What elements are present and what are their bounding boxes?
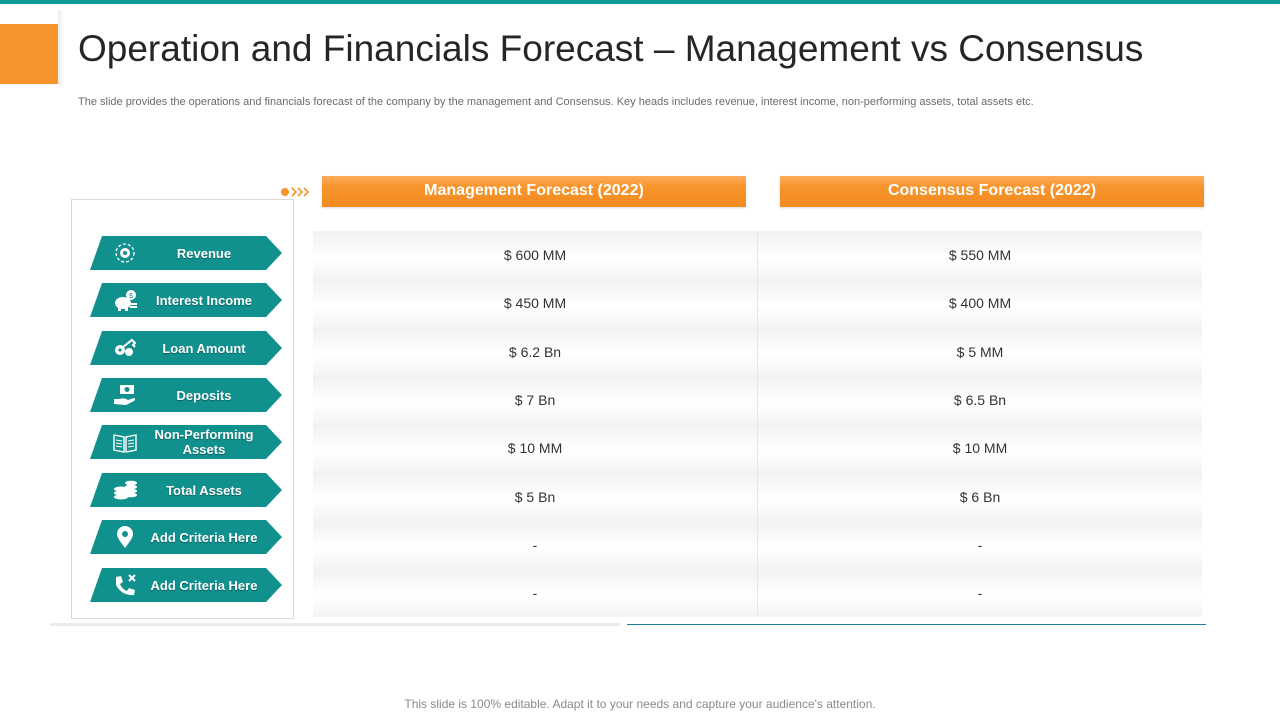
consensus-value: $ 10 MM xyxy=(758,424,1202,473)
bottom-divider-right xyxy=(627,624,1206,625)
row-label-text: Add Criteria Here xyxy=(150,529,258,545)
row-label-text: Non-Performing Assets xyxy=(154,427,254,457)
consensus-value: - xyxy=(758,569,1202,618)
table-row: $ 10 MM $ 10 MM xyxy=(313,424,1202,473)
bottom-divider-left xyxy=(50,623,620,626)
management-value: $ 450 MM xyxy=(313,279,758,328)
consensus-value: $ 400 MM xyxy=(758,279,1202,328)
row-label-total-assets: Total Assets xyxy=(90,473,284,507)
keys-icon xyxy=(115,338,137,356)
table-row: $ 7 Bn $ 6.5 Bn xyxy=(313,375,1202,425)
table-row: $ 6.2 Bn $ 5 MM xyxy=(313,327,1202,376)
gear-globe-icon xyxy=(115,243,135,263)
hand-money-icon xyxy=(114,385,135,405)
accent-shadow xyxy=(58,10,64,86)
consensus-value: $ 5 MM xyxy=(758,327,1202,376)
row-label-add-criteria-2: Add Criteria Here xyxy=(90,568,284,602)
management-value: - xyxy=(313,569,758,618)
slide-subtitle: The slide provides the operations and fi… xyxy=(78,96,1034,108)
row-label-text: Add Criteria Here xyxy=(150,577,258,593)
management-forecast-header: Management Forecast (2022) xyxy=(322,176,746,207)
management-value: $ 7 Bn xyxy=(313,375,758,425)
table-row: - - xyxy=(313,569,1202,618)
slide-title: Operation and Financials Forecast – Mana… xyxy=(78,28,1144,69)
consensus-value: $ 550 MM xyxy=(758,231,1202,280)
svg-text:$: $ xyxy=(129,293,133,300)
orange-accent-block xyxy=(0,24,58,84)
coin-stack-icon xyxy=(114,480,137,500)
table-row: $ 600 MM $ 550 MM xyxy=(313,231,1202,280)
row-label-text: Loan Amount xyxy=(162,340,246,356)
management-value: $ 10 MM xyxy=(313,424,758,473)
consensus-forecast-header: Consensus Forecast (2022) xyxy=(780,176,1204,207)
row-label-text: Revenue xyxy=(176,245,232,261)
piggy-bank-icon: $ xyxy=(115,290,137,311)
book-icon xyxy=(113,434,137,453)
location-pin-icon xyxy=(117,526,133,548)
row-label-non-performing-assets: Non-Performing Assets xyxy=(90,425,284,459)
row-label-text: Interest Income xyxy=(155,292,253,308)
management-value: $ 600 MM xyxy=(313,231,758,280)
row-label-add-criteria-1: Add Criteria Here xyxy=(90,520,284,554)
table-row: $ 450 MM $ 400 MM xyxy=(313,279,1202,328)
table-row: $ 5 Bn $ 6 Bn xyxy=(313,472,1202,521)
consensus-value: - xyxy=(758,520,1202,570)
consensus-value: $ 6.5 Bn xyxy=(758,375,1202,425)
row-label-interest-income: $ Interest Income xyxy=(90,283,284,317)
management-value: $ 5 Bn xyxy=(313,472,758,521)
arrow-dots-icon xyxy=(281,187,310,197)
management-value: $ 6.2 Bn xyxy=(313,327,758,376)
management-value: - xyxy=(313,520,758,570)
row-label-text: Total Assets xyxy=(166,482,242,498)
consensus-value: $ 6 Bn xyxy=(758,472,1202,521)
row-label-revenue: Revenue xyxy=(90,236,284,270)
top-accent-bar xyxy=(0,0,1280,4)
footer-note: This slide is 100% editable. Adapt it to… xyxy=(404,697,876,711)
table-row: - - xyxy=(313,520,1202,570)
row-label-text: Deposits xyxy=(176,387,232,403)
phone-cancel-icon xyxy=(116,574,136,596)
forecast-table: $ 600 MM $ 550 MM $ 450 MM $ 400 MM $ 6.… xyxy=(313,231,1202,618)
row-label-deposits: Deposits xyxy=(90,378,284,412)
row-label-loan-amount: Loan Amount xyxy=(90,331,284,365)
